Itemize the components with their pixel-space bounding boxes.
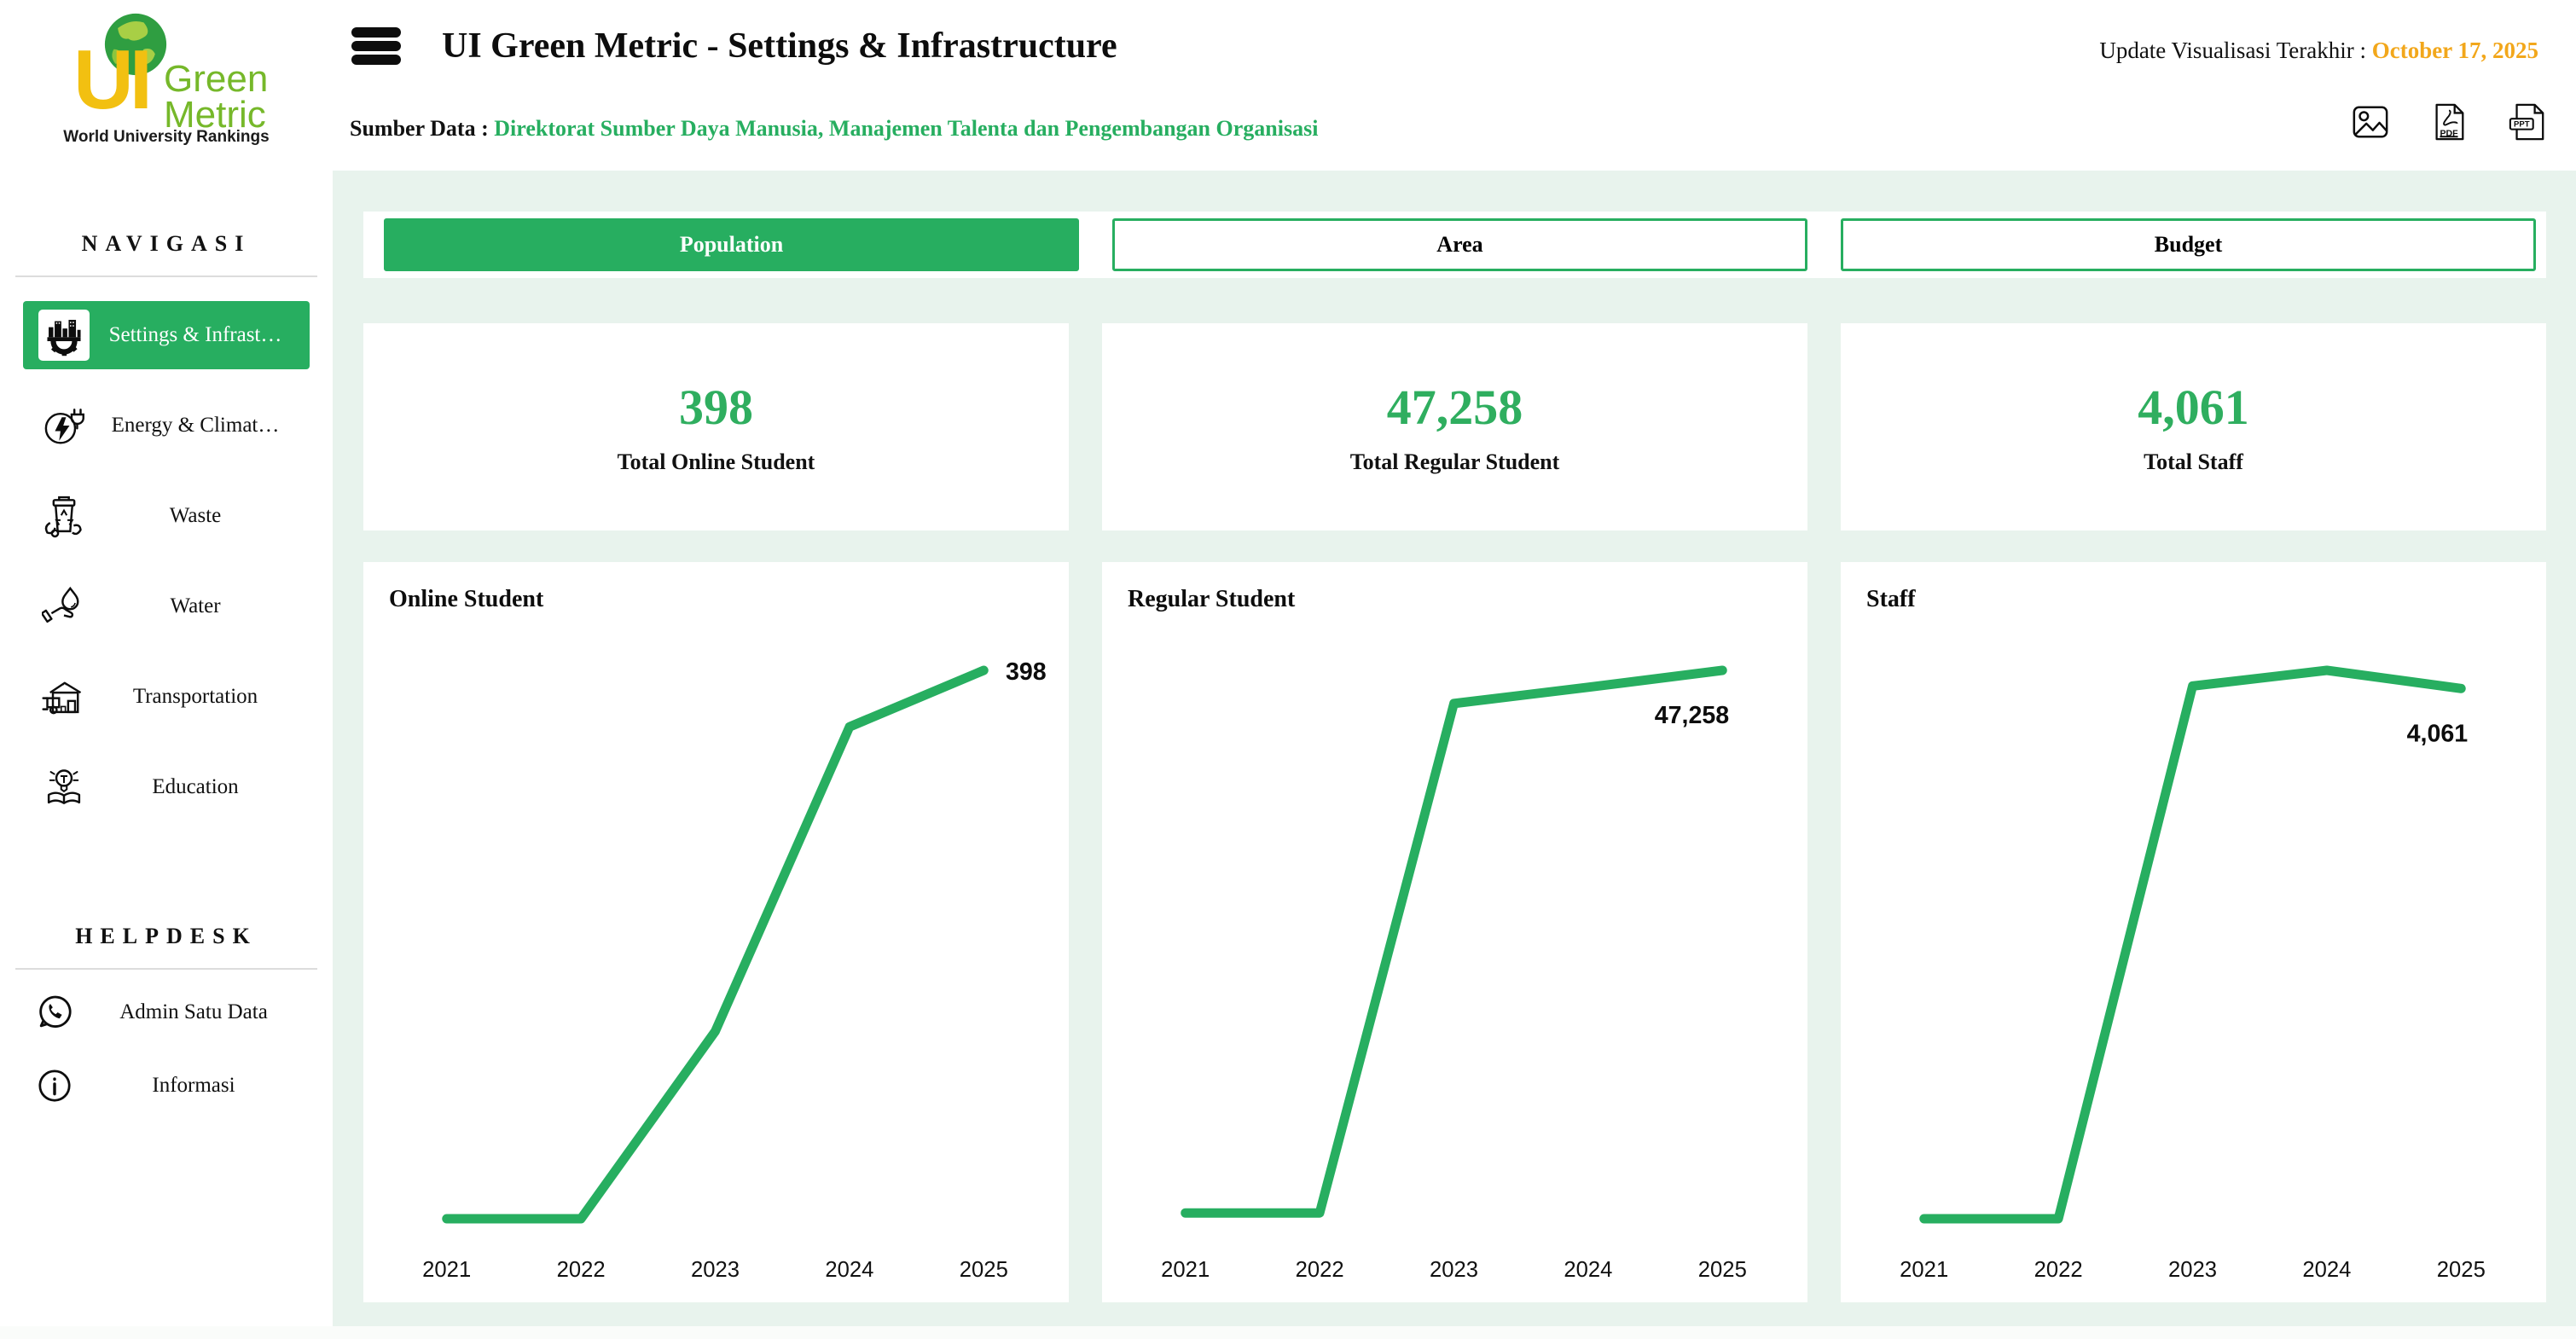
- online-student-line-chart: 2021 2022 2023 2024 2025 398: [422, 658, 1047, 1282]
- hamburger-menu-icon[interactable]: [348, 24, 404, 68]
- education-icon: [38, 762, 90, 813]
- svg-text:2021: 2021: [422, 1258, 471, 1282]
- sidebar-item-settings-infrastructure[interactable]: Settings & Infrast…: [23, 301, 310, 369]
- sidebar-item-water[interactable]: Water: [23, 572, 310, 641]
- last-update-text: Update Visualisasi Terakhir : October 17…: [2099, 38, 2538, 64]
- sidebar-item-waste[interactable]: Waste: [23, 482, 310, 550]
- svg-text:2023: 2023: [2168, 1258, 2217, 1282]
- sidebar-item-label: Informasi: [152, 1074, 235, 1097]
- sidebar-item-label: Education: [152, 775, 239, 798]
- data-source-text: Sumber Data : Direktorat Sumber Daya Man…: [350, 116, 1318, 142]
- stat-value: 398: [679, 380, 753, 435]
- svg-text:2024: 2024: [2302, 1258, 2351, 1282]
- svg-text:2021: 2021: [1900, 1258, 1948, 1282]
- sidebar-item-label: Transportation: [132, 685, 258, 708]
- tab-population[interactable]: Population: [384, 218, 1079, 271]
- water-icon: [38, 581, 90, 632]
- sidebar-item-label: Settings & Infrast…: [108, 323, 282, 346]
- sidebar: UI Green Metric World University Ranking…: [0, 0, 333, 1326]
- charts-row: Online Student 2021 2022 2023 2024 2025 398 R…: [363, 562, 2546, 1302]
- logo-metric-text: Metric: [164, 94, 266, 136]
- export-toolbar: PDF PPT: [2351, 102, 2547, 142]
- sidebar-item-education[interactable]: Education: [23, 753, 310, 821]
- svg-text:2023: 2023: [1430, 1258, 1478, 1282]
- sidebar-item-informasi[interactable]: Informasi: [23, 1055, 310, 1116]
- navigasi-heading: NAVIGASI: [81, 231, 252, 256]
- header: UI Green Metric - Settings & Infrastruct…: [333, 0, 2576, 171]
- svg-text:2025: 2025: [960, 1258, 1008, 1282]
- sidebar-item-energy-climate[interactable]: Energy & Climat…: [23, 391, 310, 460]
- tab-budget[interactable]: Budget: [1841, 218, 2536, 271]
- regular-student-line-chart: 2021 2022 2023 2024 2025 47,258: [1161, 665, 1747, 1282]
- chart-title: Regular Student: [1128, 586, 1296, 612]
- stat-card-staff: 4,061 Total Staff: [1841, 323, 2546, 530]
- sidebar-item-label: Admin Satu Data: [119, 1000, 268, 1023]
- sidebar-item-admin-satu-data[interactable]: Admin Satu Data: [23, 982, 310, 1043]
- main-content: Population Area Budget 398 Total Online …: [333, 171, 2576, 1326]
- metric-tabbar: Population Area Budget: [363, 212, 2546, 278]
- export-image-button[interactable]: [2351, 102, 2390, 142]
- data-source-label: Sumber Data :: [350, 116, 495, 141]
- export-ppt-button[interactable]: PPT: [2508, 102, 2547, 142]
- last-update-date: October 17, 2025: [2371, 38, 2538, 63]
- svg-text:2023: 2023: [691, 1258, 740, 1282]
- svg-text:2025: 2025: [1698, 1258, 1747, 1282]
- svg-text:2024: 2024: [1564, 1258, 1612, 1282]
- stat-label: Total Regular Student: [1349, 449, 1560, 474]
- logo-ui-text: UI: [73, 32, 153, 126]
- svg-text:2022: 2022: [557, 1258, 606, 1282]
- svg-text:2022: 2022: [1296, 1258, 1344, 1282]
- stat-card-regular-student: 47,258 Total Regular Student: [1102, 323, 1807, 530]
- svg-text:47,258: 47,258: [1655, 702, 1729, 729]
- page-title: UI Green Metric - Settings & Infrastruct…: [442, 26, 1117, 66]
- whatsapp-icon: [32, 989, 78, 1035]
- pdf-icon-label: PDF: [2440, 128, 2458, 138]
- energy-climate-icon: [38, 400, 90, 451]
- data-source-value: Direktorat Sumber Daya Manusia, Manajeme…: [494, 116, 1319, 141]
- transportation-icon: [38, 671, 90, 722]
- helpdesk-heading: HELPDESK: [75, 924, 258, 948]
- chart-card-online-student: Online Student 2021 2022 2023 2024 2025 398: [363, 562, 1069, 1302]
- info-icon: [32, 1063, 78, 1109]
- logo-tagline: World University Rankings: [63, 128, 270, 146]
- svg-text:398: 398: [1006, 658, 1047, 686]
- sidebar-item-label: Water: [170, 594, 221, 617]
- sidebar-item-transportation[interactable]: Transportation: [23, 663, 310, 731]
- stat-value: 4,061: [2138, 380, 2249, 435]
- globe-icon: [104, 13, 167, 76]
- tab-area[interactable]: Area: [1112, 218, 1807, 271]
- stat-label: Total Online Student: [617, 449, 815, 474]
- sidebar-item-label: Energy & Climat…: [111, 414, 280, 437]
- staff-line-chart: 2021 2022 2023 2024 2025 4,061: [1900, 665, 2486, 1282]
- stat-value: 47,258: [1386, 380, 1523, 435]
- svg-text:2024: 2024: [825, 1258, 873, 1282]
- waste-icon: [38, 490, 90, 542]
- svg-text:4,061: 4,061: [2407, 720, 2469, 747]
- stat-label: Total Staff: [2144, 449, 2243, 474]
- last-update-label: Update Visualisasi Terakhir :: [2099, 38, 2372, 63]
- ui-greenmetric-logo: UI Green Metric World University Ranking…: [0, 0, 333, 158]
- chart-title: Staff: [1866, 586, 1916, 612]
- stats-row: 398 Total Online Student 47,258 Total Re…: [363, 323, 2546, 530]
- stat-card-online-student: 398 Total Online Student: [363, 323, 1069, 530]
- svg-text:2021: 2021: [1161, 1258, 1210, 1282]
- infrastructure-icon: [38, 310, 90, 361]
- helpdesk-divider: [15, 968, 317, 970]
- svg-text:2022: 2022: [2034, 1258, 2083, 1282]
- svg-text:2025: 2025: [2437, 1258, 2486, 1282]
- chart-title: Online Student: [389, 586, 544, 612]
- sidebar-item-label: Waste: [169, 504, 222, 527]
- nav-divider: [15, 275, 317, 277]
- chart-card-staff: Staff 2021 2022 2023 2024 2025 4,061: [1841, 562, 2546, 1302]
- nav-list: Settings & Infrast… Energy & Climat…: [0, 301, 333, 821]
- logo-green-text: Green: [164, 58, 269, 100]
- chart-card-regular-student: Regular Student 2021 2022 2023 2024 2025 47,2…: [1102, 562, 1807, 1302]
- export-pdf-button[interactable]: PDF: [2429, 102, 2469, 142]
- ppt-icon-label: PPT: [2514, 120, 2530, 130]
